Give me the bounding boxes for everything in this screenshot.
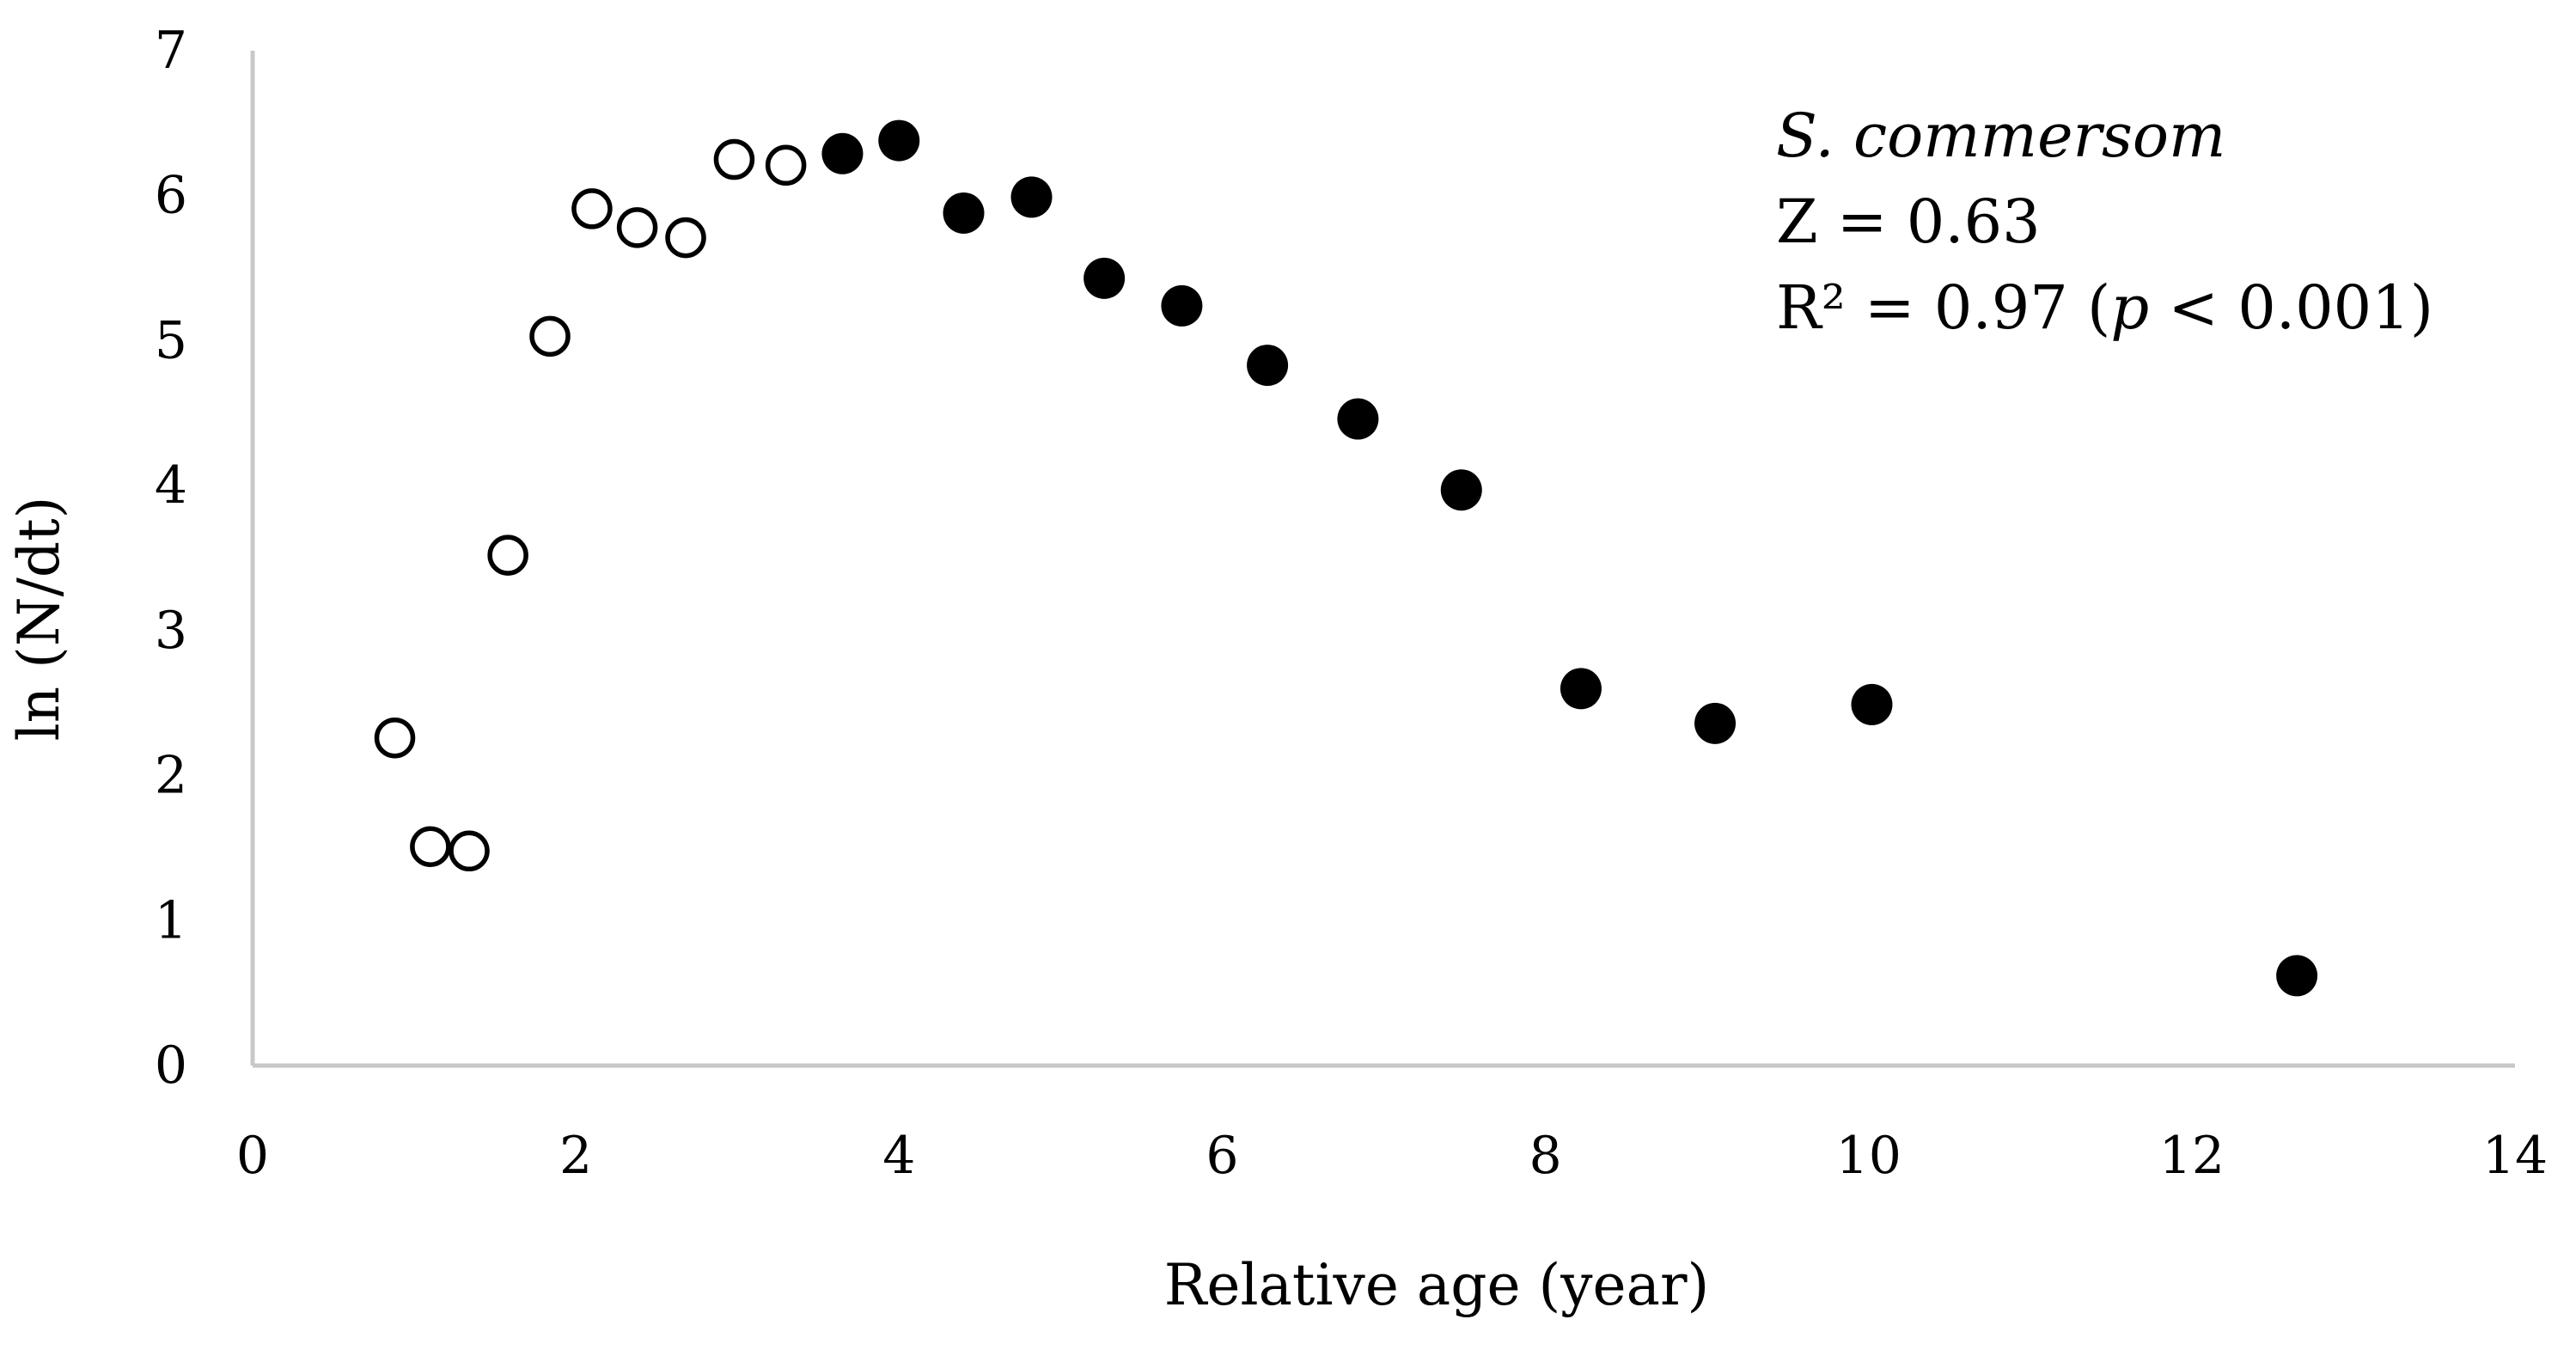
x-tick-label: 4	[882, 1126, 915, 1186]
species-annotation: S. commersom	[1776, 101, 2225, 171]
z-annotation: Z = 0.63	[1776, 186, 2041, 257]
y-tick-label: 7	[155, 21, 187, 81]
filled-data-point	[1247, 345, 1289, 387]
x-tick-label: 12	[2159, 1126, 2225, 1186]
y-tick-label: 6	[155, 166, 187, 226]
filled-data-point	[878, 119, 920, 162]
filled-data-point	[2276, 955, 2318, 997]
open-data-point	[713, 138, 755, 180]
y-axis-title: ln (N/dt)	[6, 497, 72, 742]
filled-data-point	[1560, 668, 1602, 710]
axes	[250, 51, 2515, 1068]
y-tick-label: 3	[155, 601, 187, 661]
r2-suffix: < 0.001)	[2149, 272, 2433, 343]
x-tick-label: 0	[236, 1126, 269, 1186]
y-tick-label: 5	[155, 310, 187, 370]
filled-data-point	[1337, 398, 1379, 440]
filled-data-point	[1440, 469, 1482, 511]
x-tick-labels: 0 2 4 6 8 10 12 14	[236, 1126, 2548, 1186]
y-tick-label: 1	[155, 890, 187, 950]
filled-data-point	[1084, 257, 1126, 299]
x-tick-label: 8	[1529, 1126, 1561, 1186]
x-tick-label: 2	[559, 1126, 592, 1186]
y-tick-label: 2	[155, 746, 187, 806]
filled-data-point	[1694, 702, 1737, 744]
open-data-point	[449, 830, 490, 872]
r2-p-italic: p	[2110, 272, 2149, 343]
open-data-point	[616, 207, 658, 248]
open-data-point	[374, 717, 416, 759]
x-tick-label: 10	[1836, 1126, 1901, 1186]
open-data-point	[410, 826, 451, 867]
data-points	[374, 119, 2318, 997]
filled-data-point	[821, 132, 864, 174]
y-tick-labels: 0 1 2 3 4 5 6 7	[155, 21, 187, 1096]
open-data-point	[529, 315, 571, 357]
r2-prefix: R² = 0.97 (	[1776, 272, 2110, 343]
filled-data-point	[943, 192, 985, 234]
x-tick-label: 6	[1206, 1126, 1238, 1186]
open-data-point	[665, 217, 706, 259]
y-tick-label: 4	[155, 455, 187, 516]
open-data-point	[487, 535, 528, 576]
filled-data-point	[1851, 683, 1893, 725]
filled-data-point	[1010, 176, 1053, 218]
x-axis-title: Relative age (year)	[1164, 1252, 1710, 1318]
open-data-point	[765, 144, 807, 186]
r2-annotation: R² = 0.97 (p < 0.001)	[1776, 272, 2433, 343]
filled-data-point	[1161, 284, 1203, 327]
x-tick-label: 14	[2482, 1126, 2548, 1186]
open-data-point	[571, 188, 613, 229]
y-tick-label: 0	[155, 1035, 187, 1096]
